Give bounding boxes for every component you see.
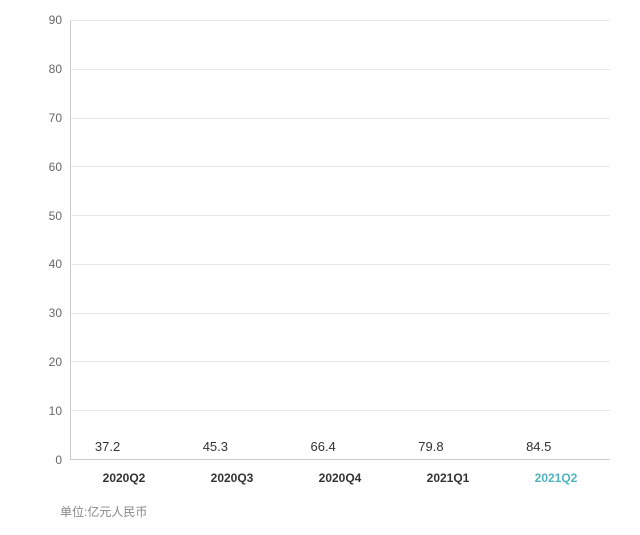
plot-area: 37.2 45.3 66.4 79.8 84.5 (70, 20, 610, 460)
x-category-label: 2020Q4 (286, 471, 394, 485)
y-tick: 10 (49, 404, 62, 418)
y-tick: 90 (49, 13, 62, 27)
x-category-label: 2021Q1 (394, 471, 502, 485)
chart-container: 0 10 20 30 40 50 60 70 80 90 37.2 45.3 66.4 79.8 84.5… (0, 0, 640, 535)
y-tick: 60 (49, 160, 62, 174)
y-tick: 80 (49, 62, 62, 76)
chart-area: 0102030405060708090 37.245.366.479.884.5… (20, 20, 610, 460)
y-tick: 70 (49, 111, 62, 125)
bar-value-label: 79.8 (418, 439, 443, 454)
bar-value-label: 66.4 (310, 439, 335, 454)
bars-group: 37.2 45.3 66.4 79.8 84.5 (71, 20, 610, 459)
x-category-label: 2021Q2 (502, 471, 610, 485)
y-tick: 20 (49, 355, 62, 369)
y-tick: 30 (49, 306, 62, 320)
y-tick: 50 (49, 209, 62, 223)
x-category-label: 2020Q2 (70, 471, 178, 485)
bar-value-label: 84.5 (526, 439, 551, 454)
bar-value-label: 45.3 (203, 439, 228, 454)
x-axis: 2020Q22020Q32020Q42021Q12021Q2 (70, 471, 610, 485)
x-category-label: 2020Q3 (178, 471, 286, 485)
y-tick: 40 (49, 257, 62, 271)
bar-value-label: 37.2 (95, 439, 120, 454)
y-tick: 0 (55, 453, 62, 467)
unit-label: 单位:亿元人民币 (60, 503, 147, 520)
y-axis: 0102030405060708090 (20, 20, 70, 460)
